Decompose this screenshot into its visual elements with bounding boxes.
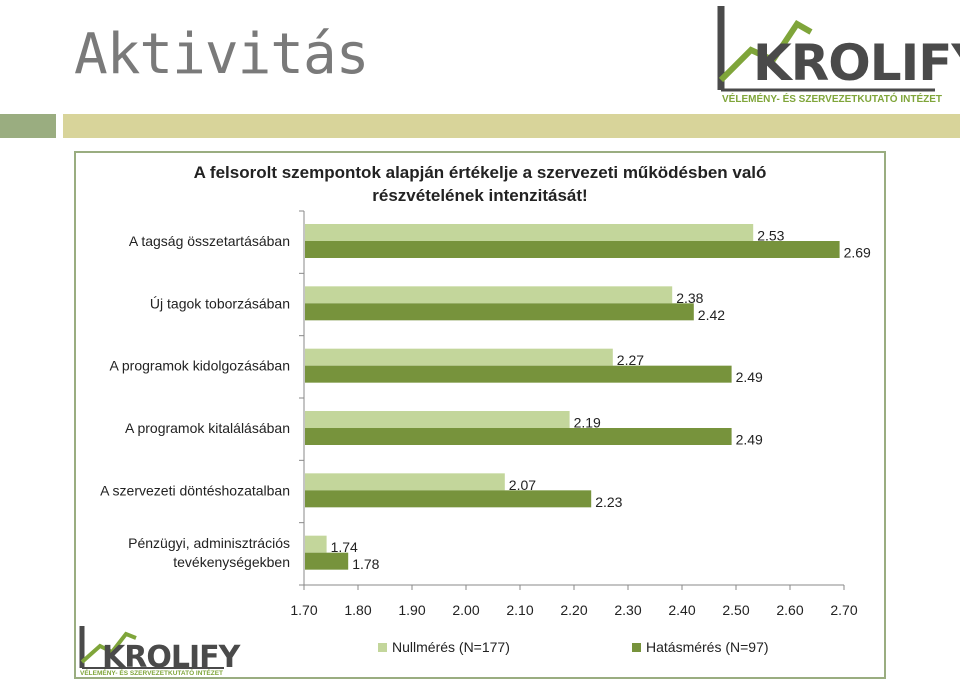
x-tick-label: 2.30 bbox=[614, 602, 641, 618]
accent-bar-left bbox=[0, 114, 56, 138]
bar bbox=[305, 473, 505, 491]
krolify-logo-small: KROLIFY VÉLEMÉNY- ÉS SZERVEZETKUTATÓ INT… bbox=[78, 624, 240, 680]
legend-label: Hatásmérés (N=97) bbox=[646, 639, 769, 655]
bar bbox=[305, 535, 327, 553]
data-label: 2.23 bbox=[595, 494, 622, 510]
data-label: 1.74 bbox=[331, 539, 358, 555]
x-tick-label: 2.00 bbox=[452, 602, 479, 618]
legend-swatch bbox=[378, 643, 387, 652]
bar bbox=[305, 365, 732, 383]
x-tick-label: 1.70 bbox=[290, 602, 317, 618]
slide-title: Aktivitás bbox=[74, 22, 369, 87]
logo-name: KROLIFY bbox=[753, 34, 960, 92]
chart-title-line-1: A felsorolt szempontok alapján értékelje… bbox=[193, 163, 767, 182]
x-tick-label: 2.40 bbox=[668, 602, 695, 618]
data-label: 2.69 bbox=[844, 245, 871, 261]
chart-title-line-2: részvételének intenzitását! bbox=[372, 186, 588, 205]
chart-title: A felsorolt szempontok alapján értékelje… bbox=[76, 161, 884, 207]
bar bbox=[305, 241, 840, 258]
category-label: A tagság összetartásában bbox=[129, 233, 290, 249]
logo-small-tagline: VÉLEMÉNY- ÉS SZERVEZETKUTATÓ INTÉZET bbox=[80, 670, 224, 677]
bar-chart: 1.70 1.80 1.90 2.00 2.10 2.20 2.30 2.40 2.50 2.60… bbox=[100, 210, 871, 655]
data-label: 2.38 bbox=[676, 290, 703, 306]
category-label: Pénzügyi, adminisztrációs bbox=[128, 535, 290, 551]
logo-mark-icon bbox=[717, 6, 935, 92]
bar bbox=[305, 411, 570, 428]
data-label: 2.42 bbox=[698, 307, 725, 323]
logo-tagline: VÉLEMÉNY- ÉS SZERVEZETKUTATÓ INTÉZET bbox=[722, 94, 943, 105]
x-tick-label: 2.10 bbox=[506, 602, 533, 618]
category-label: A szervezeti döntéshozatalban bbox=[100, 482, 290, 498]
accent-bar-right bbox=[63, 114, 960, 138]
x-tick-label: 2.20 bbox=[560, 602, 587, 618]
logo-small-name: KROLIFY bbox=[102, 640, 240, 675]
bar bbox=[305, 303, 694, 321]
bar bbox=[305, 552, 349, 570]
x-tick-label: 2.70 bbox=[830, 602, 857, 618]
data-label: 1.78 bbox=[352, 556, 379, 572]
x-tick-label: 1.80 bbox=[344, 602, 371, 618]
data-label: 2.49 bbox=[736, 432, 763, 448]
chart-frame: A felsorolt szempontok alapján értékelje… bbox=[74, 151, 886, 679]
krolify-logo: KROLIFY VÉLEMÉNY- ÉS SZERVEZETKUTATÓ INT… bbox=[715, 2, 960, 106]
bar bbox=[305, 428, 732, 445]
logo-mark-small-icon bbox=[79, 626, 224, 669]
legend-label: Nullmérés (N=177) bbox=[392, 639, 510, 655]
category-label: tevékenységekben bbox=[173, 554, 290, 570]
x-tick-label: 1.90 bbox=[398, 602, 425, 618]
data-label: 2.27 bbox=[617, 352, 644, 368]
bar bbox=[305, 286, 673, 304]
category-label: A programok kitalálásában bbox=[125, 420, 290, 436]
category-label: A programok kidolgozásában bbox=[109, 358, 290, 374]
legend-swatch bbox=[632, 643, 641, 652]
data-label: 2.49 bbox=[736, 369, 763, 385]
data-label: 2.07 bbox=[509, 477, 536, 493]
bar bbox=[305, 224, 754, 241]
category-label: Új tagok toborzásában bbox=[150, 295, 290, 311]
x-tick-label: 2.50 bbox=[722, 602, 749, 618]
bar bbox=[305, 348, 613, 366]
data-label: 2.53 bbox=[757, 228, 784, 244]
x-tick-label: 2.60 bbox=[776, 602, 803, 618]
data-label: 2.19 bbox=[574, 415, 601, 431]
bar bbox=[305, 490, 592, 508]
